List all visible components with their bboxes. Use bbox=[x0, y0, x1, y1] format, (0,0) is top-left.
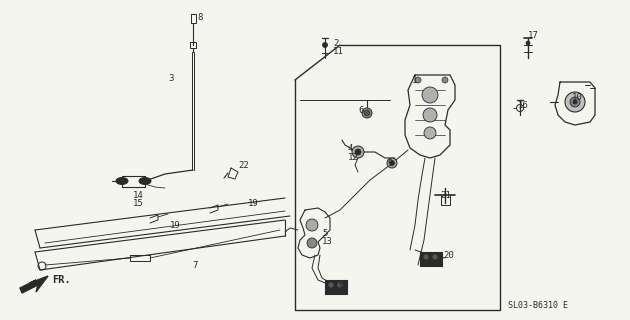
Bar bbox=[420, 252, 442, 266]
Polygon shape bbox=[20, 276, 48, 293]
Ellipse shape bbox=[139, 178, 151, 185]
Text: 1: 1 bbox=[412, 76, 417, 84]
Circle shape bbox=[306, 219, 318, 231]
Circle shape bbox=[442, 77, 448, 83]
Text: 17: 17 bbox=[528, 30, 539, 39]
Circle shape bbox=[355, 149, 361, 155]
Text: 5: 5 bbox=[322, 228, 328, 237]
Circle shape bbox=[423, 108, 437, 122]
Circle shape bbox=[337, 282, 343, 288]
Text: 8: 8 bbox=[197, 12, 202, 21]
Bar bbox=[325, 280, 347, 294]
Text: 7: 7 bbox=[192, 260, 198, 269]
Circle shape bbox=[570, 97, 580, 107]
Text: SL03-B6310 E: SL03-B6310 E bbox=[508, 300, 568, 309]
Circle shape bbox=[307, 238, 317, 248]
Text: FR.: FR. bbox=[52, 275, 71, 285]
Text: 21: 21 bbox=[440, 191, 450, 201]
Text: 14: 14 bbox=[133, 190, 144, 199]
Text: 22: 22 bbox=[238, 161, 249, 170]
Circle shape bbox=[432, 254, 438, 260]
Circle shape bbox=[323, 43, 328, 47]
Circle shape bbox=[352, 146, 364, 158]
Text: 6: 6 bbox=[358, 106, 364, 115]
Circle shape bbox=[573, 100, 577, 104]
Circle shape bbox=[389, 161, 394, 165]
Text: 12: 12 bbox=[348, 153, 358, 162]
Circle shape bbox=[362, 108, 372, 118]
Text: 20: 20 bbox=[443, 251, 454, 260]
Circle shape bbox=[526, 41, 530, 45]
Circle shape bbox=[415, 77, 421, 83]
Text: 15: 15 bbox=[133, 199, 144, 209]
Text: 4: 4 bbox=[348, 143, 353, 153]
Ellipse shape bbox=[116, 178, 128, 185]
Circle shape bbox=[424, 127, 436, 139]
Text: 13: 13 bbox=[322, 237, 333, 246]
Text: 16: 16 bbox=[518, 100, 529, 109]
Circle shape bbox=[387, 158, 397, 168]
Text: 19: 19 bbox=[170, 220, 181, 229]
Circle shape bbox=[364, 110, 370, 116]
Circle shape bbox=[423, 254, 429, 260]
Text: 3: 3 bbox=[168, 74, 173, 83]
Circle shape bbox=[328, 282, 334, 288]
Circle shape bbox=[565, 92, 585, 112]
Text: 11: 11 bbox=[333, 46, 344, 55]
Text: 18: 18 bbox=[338, 284, 349, 292]
Circle shape bbox=[422, 87, 438, 103]
Text: 2: 2 bbox=[333, 38, 338, 47]
Text: 10: 10 bbox=[572, 92, 583, 101]
Text: 19: 19 bbox=[248, 198, 259, 207]
Text: 9: 9 bbox=[388, 158, 393, 167]
